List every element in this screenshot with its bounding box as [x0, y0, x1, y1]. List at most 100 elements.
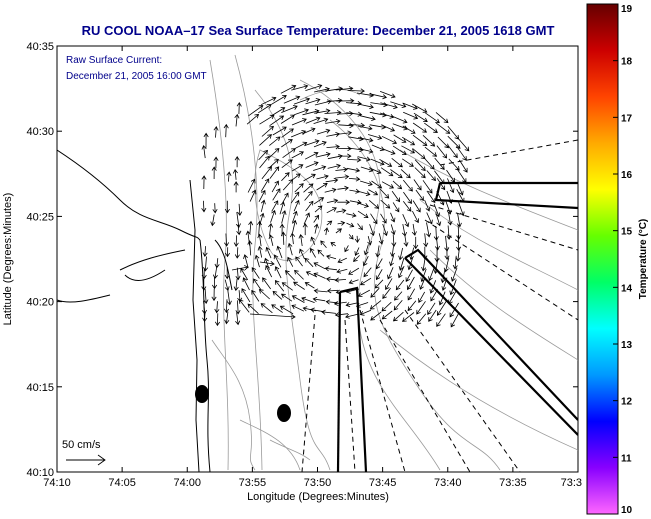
current-vector	[224, 200, 230, 214]
current-vector	[443, 257, 450, 273]
current-vector	[268, 234, 274, 246]
current-vector	[313, 223, 319, 234]
current-vector	[304, 190, 313, 201]
current-vector	[235, 212, 241, 229]
current-vector	[381, 301, 392, 312]
current-vector	[236, 102, 242, 115]
current-vector	[436, 145, 448, 159]
current-vector	[456, 145, 467, 161]
colorbar-tick-label: 14	[621, 283, 633, 294]
current-vector	[323, 227, 329, 236]
current-vector	[434, 170, 445, 185]
x-axis-ticks: 74:10 74:05 74:00 73:55 73:50 73:45 73:40 73:35…	[43, 46, 582, 489]
colorbar-tick-label: 19	[621, 4, 633, 15]
current-vector	[369, 93, 388, 100]
colorbar-tick-label: 11	[621, 453, 632, 464]
current-vector	[324, 187, 337, 193]
current-vector	[284, 270, 296, 281]
current-vector	[316, 183, 328, 191]
current-vector	[282, 148, 296, 159]
current-vector	[412, 210, 419, 224]
current-vector	[357, 190, 371, 197]
current-vector	[435, 122, 451, 134]
current-vector	[260, 96, 277, 106]
current-vector	[291, 164, 304, 172]
current-vector	[265, 265, 273, 278]
current-vector	[355, 302, 369, 308]
current-vector	[279, 201, 286, 215]
current-vector	[247, 178, 256, 193]
current-vector	[369, 111, 387, 118]
colorbar-ticks: 19 18 17 16 15 14 13 12 11 10	[613, 3, 633, 516]
current-vector	[440, 268, 446, 284]
current-vector	[253, 278, 262, 290]
current-vector	[449, 279, 457, 296]
current-vector	[456, 181, 464, 196]
current-vector	[380, 167, 394, 177]
current-vector	[392, 180, 403, 190]
current-vector	[367, 236, 373, 246]
current-vector	[281, 128, 294, 138]
current-vector	[313, 288, 328, 294]
current-vector	[293, 97, 311, 105]
current-vector	[456, 136, 470, 152]
x-tick-label: 73:55	[239, 477, 267, 489]
current-vector	[416, 301, 426, 315]
current-vector	[259, 260, 275, 267]
current-vector	[201, 175, 207, 190]
current-vector	[251, 267, 260, 279]
current-vector	[320, 240, 327, 248]
current-vector	[347, 88, 365, 94]
current-vector	[387, 267, 394, 280]
current-vector	[291, 304, 305, 312]
current-vector	[363, 267, 372, 278]
current-vector	[346, 100, 362, 107]
current-vector	[435, 212, 442, 227]
current-vector	[349, 199, 362, 205]
current-vector	[424, 146, 438, 157]
current-vector	[242, 277, 250, 291]
current-vector	[397, 265, 405, 279]
current-vector	[390, 169, 403, 179]
current-vector	[281, 172, 290, 182]
current-vector	[405, 269, 413, 283]
x-tick-label: 73:40	[434, 477, 462, 489]
current-vector	[273, 254, 282, 268]
current-vector	[268, 223, 274, 236]
current-vector	[327, 163, 341, 169]
current-vector	[428, 309, 437, 322]
current-vector	[326, 207, 337, 214]
current-vector	[276, 245, 283, 259]
current-vector	[313, 117, 329, 124]
current-vector	[415, 189, 424, 202]
current-vector	[393, 134, 407, 143]
current-vector	[414, 167, 426, 179]
current-vector	[452, 255, 458, 270]
current-vector	[357, 223, 363, 231]
current-vector	[279, 305, 294, 315]
current-vector	[344, 245, 349, 253]
current-vector	[261, 166, 272, 180]
current-vector	[301, 296, 315, 303]
current-vector	[254, 254, 260, 268]
current-vector	[370, 213, 378, 225]
current-vector	[441, 277, 448, 291]
current-vector	[271, 95, 287, 105]
current-vector	[304, 282, 315, 289]
current-vector	[421, 258, 427, 272]
current-vector	[333, 300, 347, 306]
current-vector	[281, 210, 287, 224]
current-vector	[294, 183, 304, 193]
current-vector	[292, 219, 298, 234]
current-vector	[401, 158, 414, 167]
current-vector	[380, 199, 391, 209]
current-vector	[362, 256, 369, 267]
current-vector	[201, 200, 207, 213]
current-vector	[201, 267, 207, 280]
current-vector	[234, 113, 240, 127]
current-vector	[272, 188, 281, 201]
current-vector	[357, 156, 371, 162]
current-vector	[395, 279, 405, 291]
current-vector	[424, 122, 438, 133]
current-vector	[385, 278, 393, 291]
